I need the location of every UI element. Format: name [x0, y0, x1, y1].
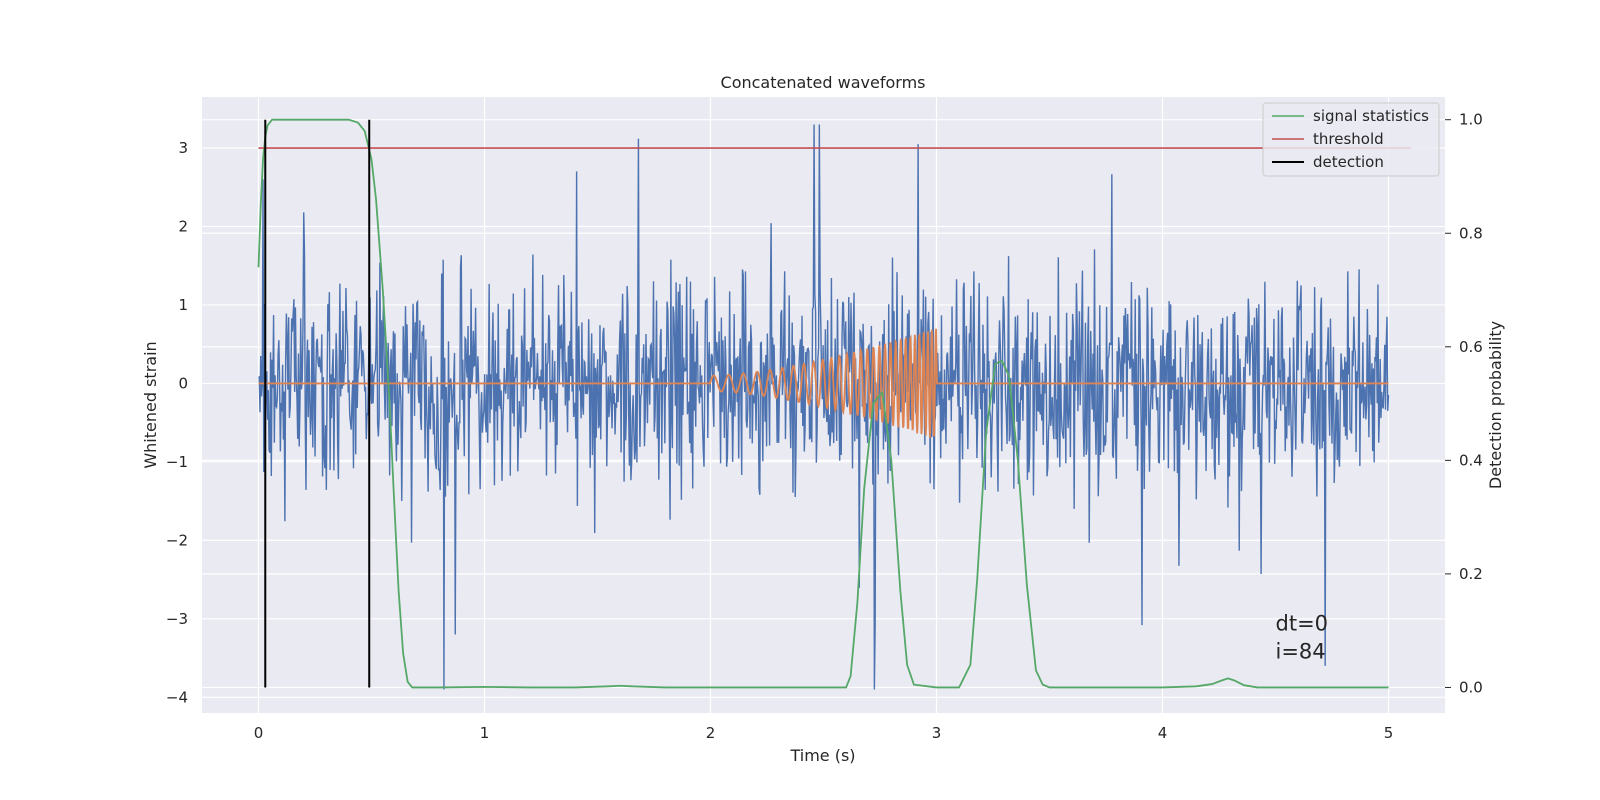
series-template: [258, 328, 1389, 438]
y-tick-label: 1: [178, 296, 188, 314]
legend-detection-label: detection: [1313, 153, 1384, 171]
x-tick-label: 2: [706, 724, 716, 742]
y2-tick-label: 0.2: [1459, 565, 1483, 583]
y-tick-label: −4: [166, 688, 188, 706]
x-tick-label: 5: [1384, 724, 1394, 742]
series-whitened-strain: [257, 124, 1390, 690]
series-signal-statistics: [257, 118, 1389, 689]
x-tick-label: 3: [932, 724, 942, 742]
y-tick-label: −1: [166, 453, 188, 471]
y-ticks: −4 −3 −2 −1 0 1 2 3: [166, 139, 188, 706]
x-tick-label: 0: [254, 724, 264, 742]
y-tick-label: −2: [166, 531, 188, 549]
x-tick-label: 4: [1158, 724, 1168, 742]
chart-title: Concatenated waveforms: [721, 73, 926, 92]
y2-tick-label: 0.4: [1459, 451, 1483, 469]
x-ticks: 0 1 2 3 4 5: [254, 724, 1394, 742]
x-tick-label: 1: [480, 724, 490, 742]
y-tick-label: 2: [178, 217, 188, 235]
y2-axis-label: Detection probability: [1486, 321, 1505, 489]
annotation-dt: dt=0: [1276, 612, 1329, 636]
y-tick-label: 0: [178, 374, 188, 392]
x-axis-label: Time (s): [789, 746, 855, 765]
legend: signal statistics threshold detection: [1262, 102, 1440, 177]
legend-threshold-label: threshold: [1313, 130, 1384, 148]
annotation-i: i=84: [1276, 640, 1326, 664]
y-tick-label: 3: [178, 139, 188, 157]
y2-tick-label: 0.8: [1459, 224, 1483, 242]
legend-signal-statistics-label: signal statistics: [1313, 107, 1429, 125]
y2-tick-label: 0.0: [1459, 678, 1483, 696]
y2-tick-label: 1.0: [1459, 111, 1483, 129]
legend-box: [1262, 102, 1440, 177]
y-tick-label: −3: [166, 610, 188, 628]
y-axis-label: Whitened strain: [141, 341, 160, 468]
y2-ticks: 0.0 0.2 0.4 0.6 0.8 1.0: [1445, 111, 1483, 696]
y2-tick-label: 0.6: [1459, 338, 1483, 356]
data-layer: [257, 118, 1412, 690]
